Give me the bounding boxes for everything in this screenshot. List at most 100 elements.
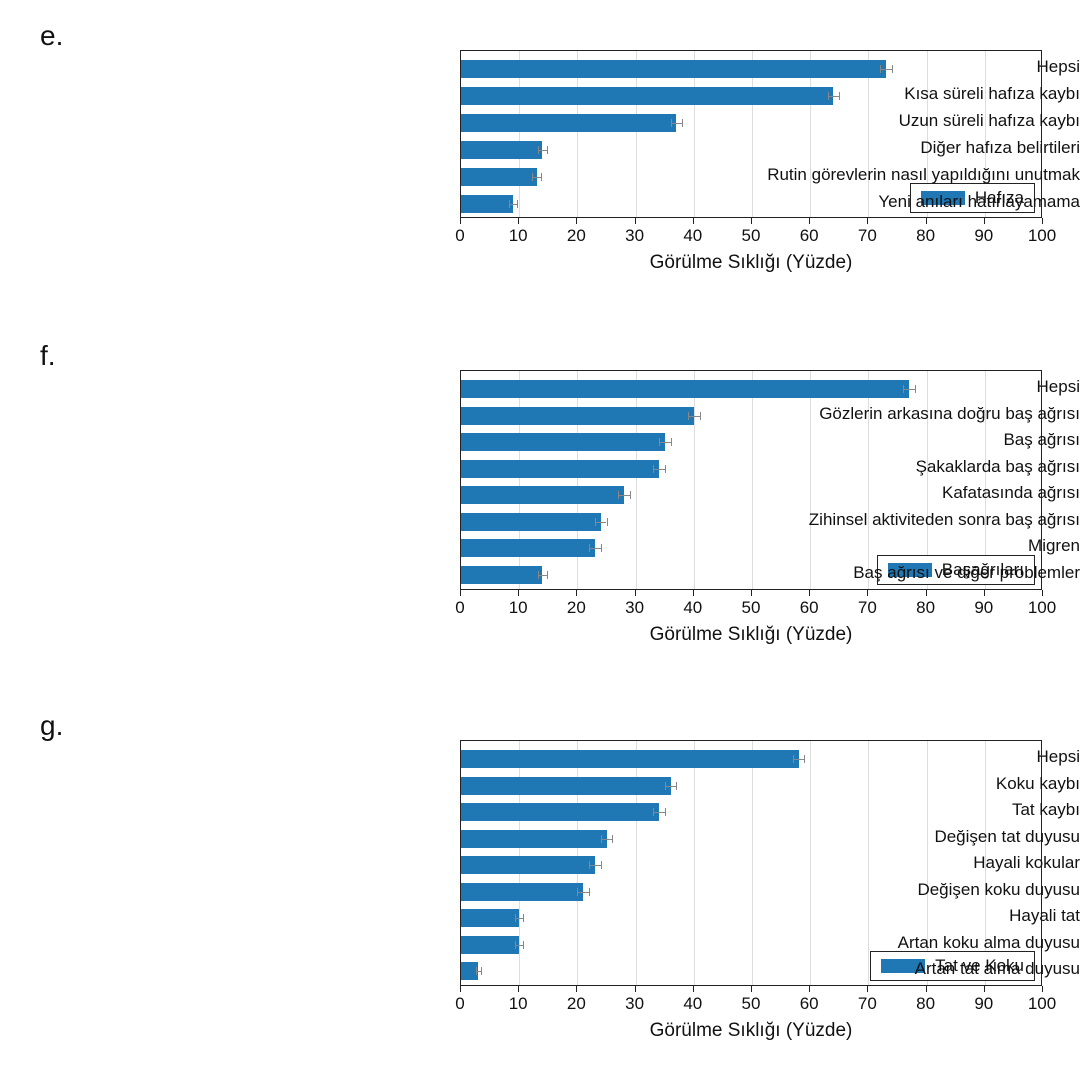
xtick-mark [751,218,752,224]
error-cap [523,941,524,949]
xtick-mark [926,986,927,992]
category-label: Hepsi [630,58,1080,77]
error-cap [589,544,590,552]
error-bar [601,839,613,840]
error-cap [538,146,539,154]
error-bar [515,918,523,919]
xtick-label: 50 [742,226,761,246]
error-cap [612,835,613,843]
bar [461,513,601,531]
category-label: Migren [630,537,1080,556]
xtick-mark [1042,986,1043,992]
error-cap [547,571,548,579]
x-axis-label: Görülme Sıklığı (Yüzde) [650,1020,853,1042]
xtick-mark [751,590,752,596]
xtick-label: 80 [916,994,935,1014]
xtick-mark [518,218,519,224]
xtick-mark [460,218,461,224]
xtick-label: 20 [567,226,586,246]
category-label: Kısa süreli hafıza kaybı [630,85,1080,104]
bar [461,936,519,954]
error-cap [476,967,477,975]
xtick-mark [867,986,868,992]
xtick-label: 10 [509,226,528,246]
error-cap [607,518,608,526]
xtick-mark [984,590,985,596]
xtick-label: 50 [742,994,761,1014]
xtick-label: 70 [858,226,877,246]
category-label: Artan tat alma duyusu [630,960,1080,979]
error-bar [595,522,607,523]
xtick-label: 100 [1028,226,1056,246]
plot-area-f: Başağrıları [460,370,1042,590]
error-cap [509,200,510,208]
xtick-mark [518,986,519,992]
category-label: Uzun süreli hafıza kaybı [630,112,1080,131]
xtick-mark [751,986,752,992]
error-cap [589,861,590,869]
category-label: Diğer hafıza belirtileri [630,139,1080,158]
error-cap [601,861,602,869]
bar [461,909,519,927]
xtick-mark [867,218,868,224]
xtick-label: 10 [509,994,528,1014]
error-bar [532,177,541,178]
error-cap [601,544,602,552]
xtick-label: 30 [625,994,644,1014]
category-label: Tat kaybı [630,801,1080,820]
xtick-label: 40 [683,226,702,246]
xtick-mark [926,218,927,224]
category-label: Rutin görevlerin nasıl yapıldığını unutm… [630,166,1080,185]
panel-label-f: f. [40,340,56,372]
xtick-label: 0 [455,598,464,618]
xtick-mark [809,986,810,992]
error-cap [589,888,590,896]
xtick-mark [809,590,810,596]
xtick-label: 20 [567,598,586,618]
xtick-mark [984,218,985,224]
bar [461,539,595,557]
error-cap [515,914,516,922]
category-label: Baş ağrısı [630,431,1080,450]
xtick-mark [518,590,519,596]
error-cap [547,146,548,154]
category-label: Artan koku alma duyusu [630,934,1080,953]
figure: e.Hafıza0102030405060708090100Görülme Sı… [0,0,1080,1078]
category-label: Zihinsel aktiviteden sonra baş ağrısı [630,511,1080,530]
category-label: Hepsi [630,748,1080,767]
panel-label-g: g. [40,710,63,742]
xtick-label: 80 [916,598,935,618]
error-bar [589,548,601,549]
category-label: Koku kaybı [630,775,1080,794]
error-cap [618,491,619,499]
error-cap [481,967,482,975]
xtick-label: 30 [625,598,644,618]
xtick-label: 100 [1028,994,1056,1014]
xtick-label: 10 [509,598,528,618]
xtick-mark [576,590,577,596]
category-label: Gözlerin arkasına doğru baş ağrısı [630,405,1080,424]
bar [461,566,542,584]
xtick-mark [635,590,636,596]
xtick-mark [576,218,577,224]
panel-label-e: e. [40,20,63,52]
panel-f: f.Başağrıları0102030405060708090100Görül… [0,320,1080,690]
error-cap [523,914,524,922]
panel-g: g.Tat ve Koku0102030405060708090100Görül… [0,690,1080,1078]
error-cap [517,200,518,208]
category-label: Değişen koku duyusu [630,881,1080,900]
xtick-mark [635,986,636,992]
xtick-label: 70 [858,598,877,618]
category-label: Hayali tat [630,907,1080,926]
category-label: Baş ağrısı ve diğer problemler [630,564,1080,583]
xtick-mark [693,590,694,596]
bar [461,168,537,186]
xtick-label: 40 [683,598,702,618]
error-cap [577,888,578,896]
xtick-label: 60 [800,994,819,1014]
xtick-label: 90 [974,226,993,246]
xtick-mark [867,590,868,596]
bar [461,195,513,213]
panel-e: e.Hafıza0102030405060708090100Görülme Sı… [0,0,1080,320]
category-label: Kafatasında ağrısı [630,484,1080,503]
